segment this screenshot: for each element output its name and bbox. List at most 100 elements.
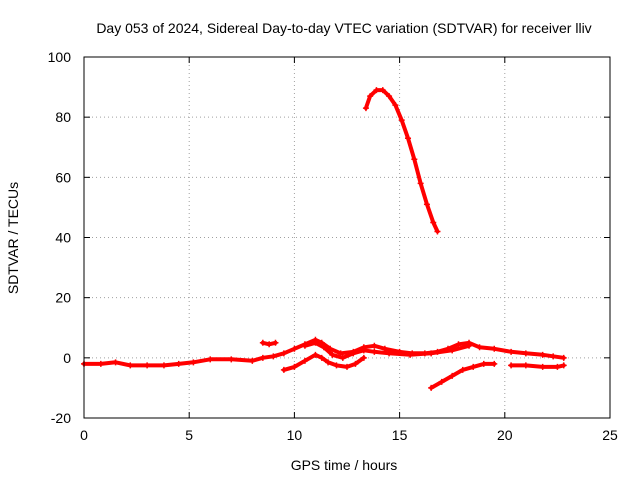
data-point bbox=[367, 93, 374, 100]
data-point bbox=[144, 362, 151, 369]
data-point bbox=[522, 350, 529, 357]
data-point bbox=[291, 345, 298, 352]
y-tick-label: 60 bbox=[55, 169, 71, 185]
data-point bbox=[398, 117, 405, 124]
data-series bbox=[280, 351, 367, 373]
y-tick-label: 80 bbox=[55, 109, 71, 125]
y-tick-label: 0 bbox=[63, 350, 71, 366]
x-tick-label: 15 bbox=[392, 427, 408, 443]
data-point bbox=[417, 180, 424, 187]
data-point bbox=[459, 366, 466, 373]
data-point bbox=[381, 345, 388, 352]
data-point bbox=[373, 87, 380, 94]
data-point bbox=[411, 156, 418, 163]
data-point bbox=[539, 363, 546, 370]
x-tick-label: 0 bbox=[80, 427, 88, 443]
data-point bbox=[291, 363, 298, 370]
y-tick-label: -20 bbox=[51, 410, 71, 426]
data-point bbox=[371, 342, 378, 349]
data-point bbox=[428, 350, 435, 357]
data-point bbox=[127, 362, 134, 369]
data-point bbox=[112, 359, 119, 366]
data-point bbox=[554, 363, 561, 370]
tick-layer: 0 5 10 15 20 25 -20 0 20 40 60 80 100 bbox=[48, 49, 618, 443]
data-layer bbox=[81, 87, 567, 391]
data-point bbox=[491, 345, 498, 352]
data-series bbox=[301, 339, 473, 361]
data-point bbox=[470, 363, 477, 370]
data-point bbox=[266, 341, 273, 348]
data-point bbox=[455, 341, 462, 348]
data-point bbox=[407, 351, 414, 358]
plot-frame bbox=[83, 56, 611, 419]
data-point bbox=[405, 135, 412, 142]
x-tick-label: 20 bbox=[497, 427, 513, 443]
data-point bbox=[249, 357, 256, 364]
data-point bbox=[466, 342, 473, 349]
data-point bbox=[207, 356, 214, 363]
data-point bbox=[449, 347, 456, 354]
data-point bbox=[428, 384, 435, 391]
y-tick-label: 20 bbox=[55, 290, 71, 306]
data-point bbox=[329, 351, 336, 358]
data-point bbox=[280, 350, 287, 357]
series-line bbox=[281, 352, 366, 372]
data-point bbox=[175, 360, 182, 367]
data-point bbox=[508, 362, 515, 369]
data-point bbox=[476, 344, 483, 351]
chart-title: Day 053 of 2024, Sidereal Day-to-day VTE… bbox=[96, 20, 591, 36]
data-point bbox=[362, 105, 369, 112]
data-point bbox=[228, 356, 235, 363]
data-point bbox=[360, 354, 367, 361]
data-point bbox=[190, 359, 197, 366]
data-point bbox=[449, 372, 456, 379]
data-point bbox=[325, 359, 332, 366]
data-point bbox=[301, 342, 308, 349]
data-series bbox=[362, 87, 441, 235]
y-tick-label: 40 bbox=[55, 230, 71, 246]
data-point bbox=[318, 354, 325, 361]
data-series bbox=[428, 360, 498, 391]
data-point bbox=[434, 228, 441, 235]
data-point bbox=[344, 363, 350, 370]
x-tick-label: 25 bbox=[602, 427, 618, 443]
x-tick-label: 5 bbox=[185, 427, 193, 443]
data-point bbox=[539, 351, 546, 358]
data-point bbox=[339, 354, 346, 361]
data-point bbox=[280, 366, 287, 373]
y-axis-label: SDTVAR / TECUs bbox=[5, 182, 21, 294]
data-point bbox=[430, 219, 437, 226]
data-point bbox=[320, 344, 327, 351]
data-point bbox=[312, 351, 319, 358]
data-point bbox=[522, 362, 529, 369]
data-series bbox=[259, 339, 279, 348]
data-point bbox=[392, 102, 399, 109]
data-point bbox=[160, 362, 167, 369]
data-point bbox=[301, 357, 308, 364]
x-axis-label: GPS time / hours bbox=[291, 457, 398, 473]
data-point bbox=[550, 353, 557, 360]
data-point bbox=[259, 354, 266, 361]
data-point bbox=[352, 360, 359, 367]
data-point bbox=[560, 362, 567, 369]
data-point bbox=[379, 87, 386, 94]
data-point bbox=[272, 339, 279, 346]
data-point bbox=[312, 339, 319, 346]
data-point bbox=[386, 350, 393, 357]
data-point bbox=[480, 360, 487, 367]
data-point bbox=[560, 354, 567, 361]
data-point bbox=[97, 360, 104, 367]
data-point bbox=[423, 201, 430, 208]
data-point bbox=[360, 347, 367, 354]
data-series bbox=[508, 362, 567, 370]
data-point bbox=[333, 362, 340, 369]
x-tick-label: 10 bbox=[287, 427, 303, 443]
data-point bbox=[386, 93, 393, 100]
data-point bbox=[491, 360, 498, 367]
y-tick-label: 100 bbox=[48, 49, 72, 65]
data-point bbox=[508, 348, 515, 355]
data-point bbox=[259, 339, 266, 346]
data-point bbox=[350, 350, 357, 357]
